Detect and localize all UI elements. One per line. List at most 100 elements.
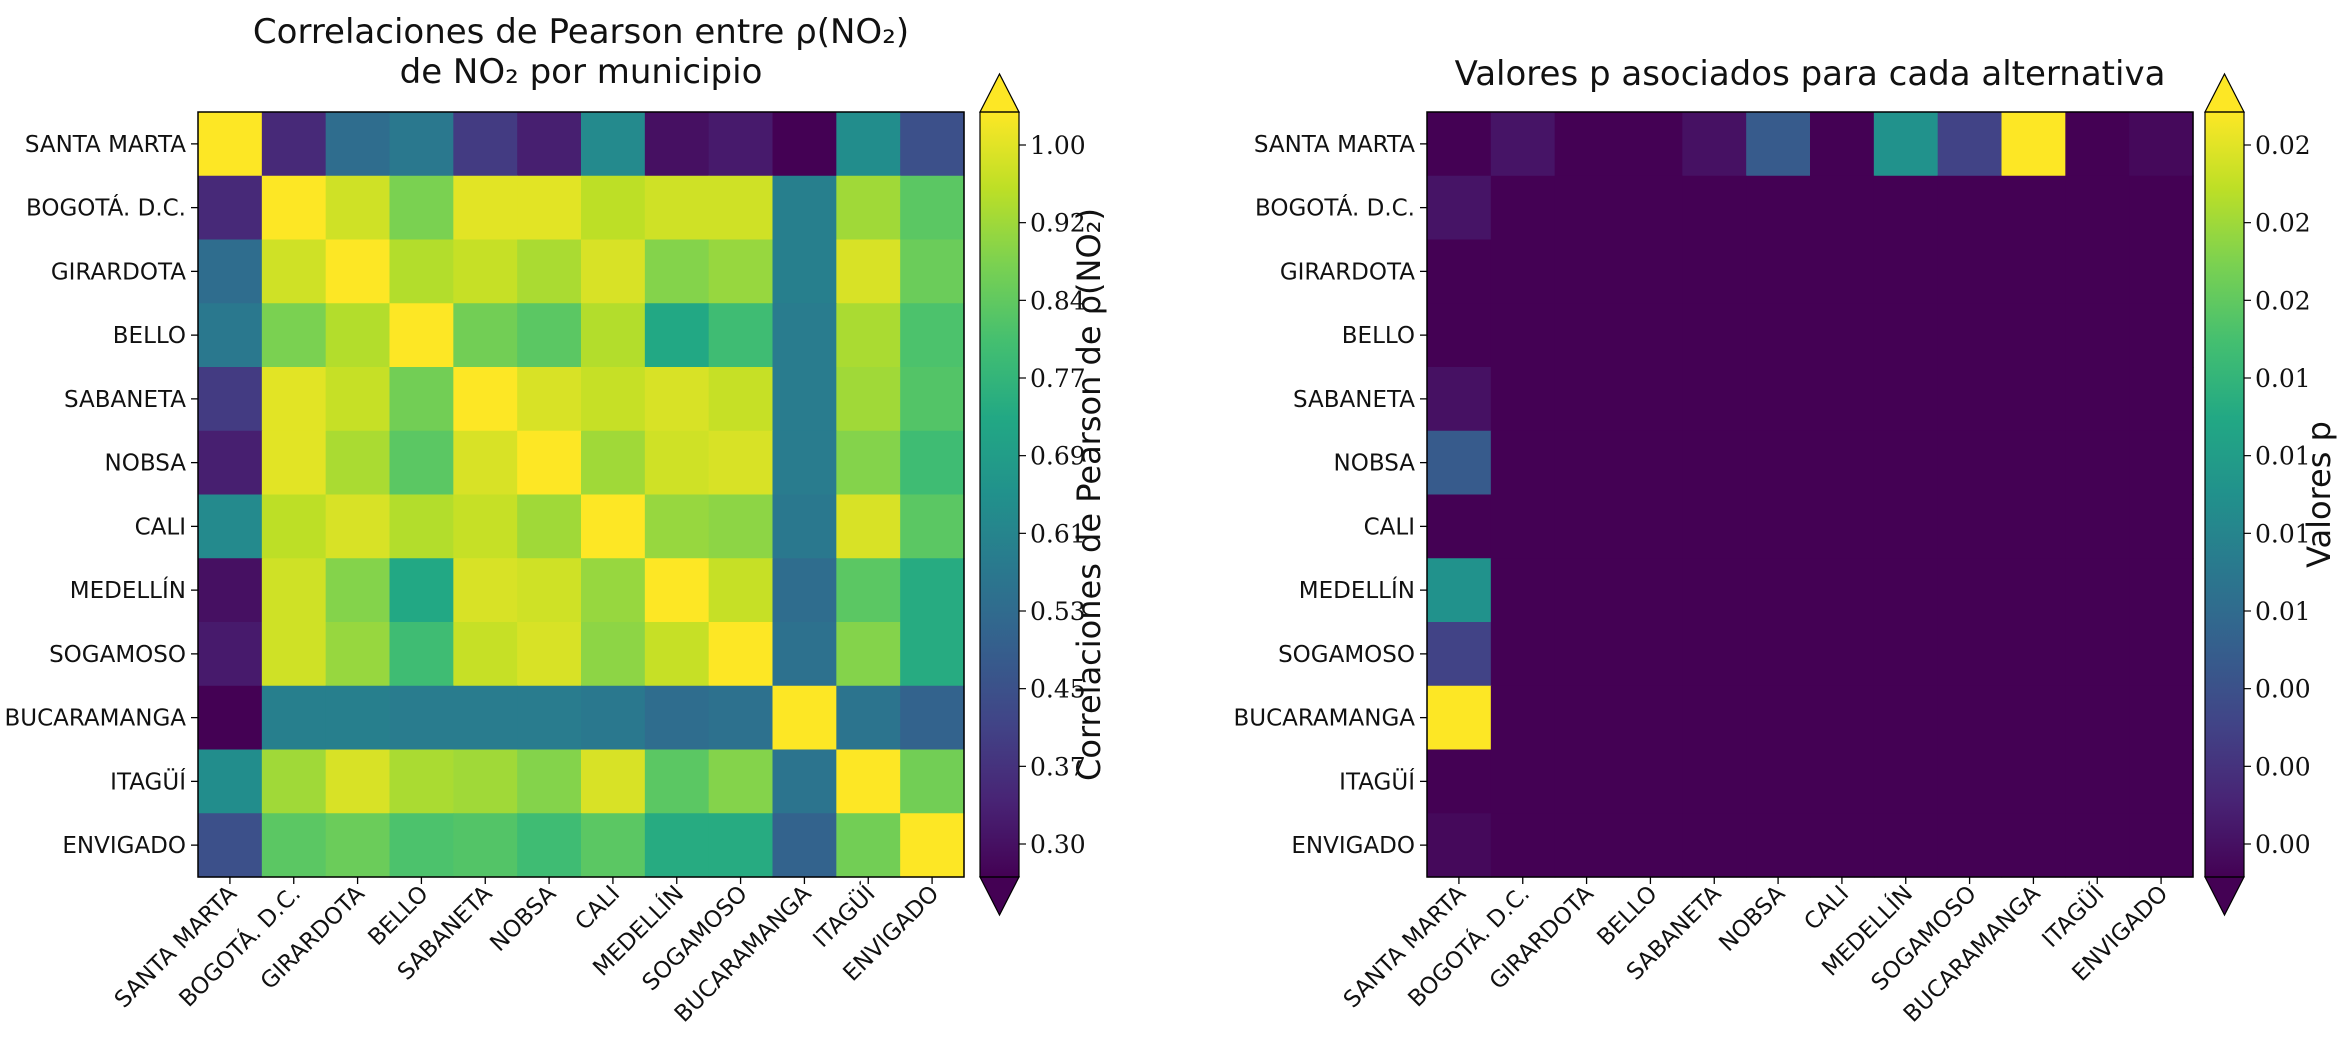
heatmap-cell-bogota-d-c-envigado [900,175,965,241]
heatmap-cell-bello-sabaneta [453,303,518,368]
heatmap-cell-sabaneta-cali [581,367,646,432]
heatmap-cell-nobsa-itagui [836,430,901,496]
heatmap-cell-envigado-bogota-d-c [261,813,327,878]
heatmap-cell-sogamoso-bello [389,622,454,687]
heatmap-cell-medellin-itagui [836,558,901,623]
heatmap-cell-sogamoso-sabaneta [1682,622,1747,687]
heatmap-cells [1427,112,2194,878]
heatmap-cell-sabaneta-bello [389,367,454,432]
heatmap-cell-sogamoso-girardota [1554,622,1620,687]
heatmap-cell-nobsa-bucaramanga [2001,430,2066,496]
heatmap-cell-cali-bogota-d-c [1490,494,1556,559]
heatmap-cell-itagui-santa-marta [1427,749,1492,814]
heatmap-cell-sogamoso-nobsa [517,622,582,687]
heatmap-cell-bogota-d-c-santa-marta [1427,175,1492,241]
heatmap-cell-bello-envigado [2129,303,2194,368]
heatmap-cell-sogamoso-girardota [325,622,391,687]
heatmap-cell-cali-bello [389,494,454,559]
heatmap-cell-nobsa-sogamoso [708,430,774,496]
heatmap-cell-sabaneta-envigado [2129,367,2194,432]
heatmap-cell-girardota-cali [1810,239,1875,304]
chart-title-line-2: de NO₂ por municipio [400,52,763,92]
heatmap-cell-bucaramanga-sabaneta [1682,685,1747,751]
heatmap-cell-cali-girardota [1554,494,1620,559]
heatmap-cell-bello-bogota-d-c [1490,303,1556,368]
heatmap-cell-cali-envigado [2129,494,2194,559]
heatmap-cell-girardota-bogota-d-c [1490,239,1556,304]
heatmap-cell-itagui-bogota-d-c [1490,749,1556,814]
y-tick-label-bello: BELLO [113,323,186,349]
heatmap-cell-sabaneta-sabaneta [453,367,518,432]
heatmap-cell-girardota-sabaneta [1682,239,1747,304]
y-tick-label-sabaneta: SABANETA [64,387,186,413]
heatmap-cell-sogamoso-itagui [836,622,901,687]
y-tick-label-envigado: ENVIGADO [62,833,186,859]
heatmap-cell-envigado-girardota [1554,813,1620,878]
heatmap-cell-itagui-sogamoso [1937,749,2003,814]
heatmap-cell-envigado-itagui [2065,813,2130,878]
x-tick-label-cali: CALI [1799,881,1854,936]
heatmap-cell-santa-marta-medellin [644,112,710,177]
heatmap-cell-sogamoso-medellin [644,622,710,687]
heatmap-cell-envigado-nobsa [517,813,582,878]
heatmap-cell-envigado-santa-marta [198,813,263,878]
heatmap-cell-girardota-bucaramanga [772,239,837,304]
heatmap-cell-santa-marta-bello [1618,112,1683,177]
colorbar-tick-label: 0.30 [1030,830,1086,859]
heatmap-cell-santa-marta-envigado [900,112,965,177]
heatmap-cell-medellin-itagui [2065,558,2130,623]
heatmap-cell-envigado-cali [1810,813,1875,878]
heatmap-cell-sabaneta-nobsa [517,367,582,432]
heatmap-cell-bucaramanga-bucaramanga [772,685,837,751]
heatmap-cell-bogota-d-c-medellin [644,175,710,241]
heatmap-cell-nobsa-cali [1810,430,1875,496]
heatmap-cell-sogamoso-santa-marta [198,622,263,687]
heatmap-cell-nobsa-itagui [2065,430,2130,496]
heatmap-cell-bucaramanga-nobsa [517,685,582,751]
heatmap-cell-nobsa-sabaneta [453,430,518,496]
heatmap-cell-bucaramanga-nobsa [1746,685,1811,751]
heatmap-cell-itagui-envigado [900,749,965,814]
heatmap-cell-bucaramanga-medellin [1873,685,1939,751]
heatmap-cell-sabaneta-sogamoso [1937,367,2003,432]
heatmap-cell-girardota-itagui [836,239,901,304]
colorbar-tick-label: 0.00 [2255,675,2311,704]
colorbar-gradient [2205,112,2244,877]
heatmap-cell-nobsa-girardota [325,430,391,496]
heatmap-cell-medellin-girardota [325,558,391,623]
heatmap-cell-itagui-girardota [1554,749,1620,814]
heatmap-cell-bogota-d-c-sabaneta [1682,175,1747,241]
heatmap-cell-medellin-sogamoso [708,558,774,623]
heatmap-cell-sogamoso-sogamoso [708,622,774,687]
heatmap-cell-sogamoso-bucaramanga [772,622,837,687]
heatmap-cell-girardota-santa-marta [1427,239,1492,304]
heatmap-cell-bogota-d-c-envigado [2129,175,2194,241]
heatmap-cell-sabaneta-medellin [644,367,710,432]
heatmap-cell-nobsa-girardota [1554,430,1620,496]
heatmap-cell-bogota-d-c-nobsa [517,175,582,241]
heatmap-cell-sogamoso-cali [581,622,646,687]
heatmap-cell-bucaramanga-medellin [644,685,710,751]
heatmap-cell-girardota-itagui [2065,239,2130,304]
heatmap-cell-cali-bogota-d-c [261,494,327,559]
heatmap-cell-bogota-d-c-girardota [1554,175,1620,241]
heatmap-cell-sabaneta-nobsa [1746,367,1811,432]
heatmap-cell-bogota-d-c-sogamoso [708,175,774,241]
x-tick-label-cali: CALI [570,881,625,936]
heatmap-cell-nobsa-santa-marta [198,430,263,496]
heatmap-cell-girardota-bogota-d-c [261,239,327,304]
heatmap-cell-santa-marta-nobsa [517,112,582,177]
heatmap-cell-girardota-sogamoso [1937,239,2003,304]
heatmap-cell-sabaneta-bogota-d-c [1490,367,1556,432]
heatmap-cell-nobsa-sogamoso [1937,430,2003,496]
heatmap-cell-sogamoso-santa-marta [1427,622,1492,687]
colorbar-tick-label: 0.02 [2255,209,2311,238]
heatmap-cell-itagui-bello [1618,749,1683,814]
heatmap-cell-medellin-sogamoso [1937,558,2003,623]
y-tick-label-nobsa: NOBSA [1334,451,1416,477]
heatmap-cell-bello-nobsa [1746,303,1811,368]
heatmap-cell-bogota-d-c-nobsa [1746,175,1811,241]
heatmap-cell-bogota-d-c-sogamoso [1937,175,2003,241]
heatmap-cell-medellin-bello [389,558,454,623]
heatmap-cell-girardota-nobsa [1746,239,1811,304]
